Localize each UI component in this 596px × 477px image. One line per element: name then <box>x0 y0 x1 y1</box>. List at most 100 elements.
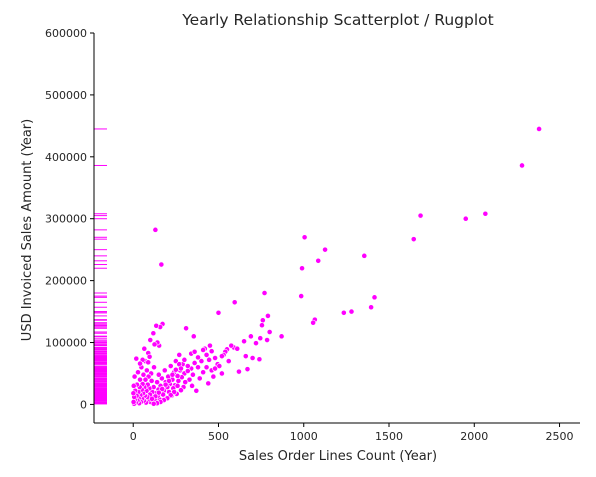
scatter-point-99 <box>155 371 162 378</box>
scatter-point-34 <box>231 299 238 306</box>
scatter-point-109 <box>151 364 157 371</box>
scatter-point-5 <box>410 236 417 243</box>
scatter-point-33 <box>236 368 242 375</box>
scatter-point-164 <box>203 352 210 358</box>
scatter-point-20 <box>265 313 271 319</box>
scatter-point-23 <box>259 317 266 324</box>
scatter-point-16 <box>299 265 305 272</box>
scatter-point-32 <box>241 338 247 345</box>
y-tick-label-0: 0 <box>80 398 87 411</box>
scatter-point-26 <box>256 356 263 363</box>
y-tick-label-6: 600000 <box>45 27 87 40</box>
scatter-point-89 <box>161 367 168 374</box>
scatter-point-8 <box>361 252 368 259</box>
scatter-point-62 <box>186 376 193 383</box>
scatter-point-146 <box>135 369 141 376</box>
x-tick-label-3: 1500 <box>375 430 403 443</box>
scatter-point-103 <box>154 379 160 386</box>
scatter-point-1 <box>519 162 525 169</box>
scatter-point-106 <box>152 226 159 233</box>
scatter-point-9 <box>348 308 355 315</box>
scatter-point-24 <box>259 322 265 329</box>
scatter-point-174 <box>166 378 172 384</box>
scatter-point-133 <box>140 371 147 378</box>
scatter-point-3 <box>462 215 469 222</box>
axes-group <box>93 33 580 424</box>
scatter-point-161 <box>191 348 198 355</box>
scatter-point-45 <box>210 373 217 380</box>
scatter-point-104 <box>153 322 160 329</box>
ticks-group: 0 500 1000 1500 2000 2500 0 100000 200000 300000 4… <box>45 27 574 443</box>
x-tick-label-5: 2500 <box>546 430 574 443</box>
scatter-point-141 <box>137 376 143 383</box>
scatter-point-15 <box>301 234 308 241</box>
scatter-point-157 <box>130 382 137 389</box>
scatter-point-2 <box>482 210 489 217</box>
scatter-point-63 <box>184 363 191 369</box>
x-axis-label: Sales Order Lines Count (Year) <box>239 449 437 464</box>
scatter-point-154 <box>131 373 138 380</box>
scatter-point-55 <box>195 364 201 371</box>
scatter-point-94 <box>158 261 165 268</box>
y-tick-label-5: 500000 <box>45 89 87 102</box>
scatter-point-60 <box>189 382 195 389</box>
scatter-point-27 <box>253 340 259 347</box>
x-tick-label-2: 1000 <box>290 430 318 443</box>
scatter-point-170 <box>181 356 188 363</box>
scatter-point-37 <box>225 358 232 364</box>
scatter-point-169 <box>234 345 241 352</box>
scatter-point-42 <box>215 309 222 316</box>
scatter-point-175 <box>162 381 169 388</box>
scatter-point-125 <box>143 367 150 374</box>
scatter-point-167 <box>216 363 223 369</box>
scatter-point-50 <box>203 364 210 371</box>
scatter-point-10 <box>340 309 347 316</box>
scatter-point-44 <box>212 355 218 361</box>
y-tick-label-1: 100000 <box>45 337 87 350</box>
scatter-point-28 <box>249 355 256 361</box>
scatter-point-70 <box>178 387 184 394</box>
scatter-point-163 <box>200 347 207 353</box>
scatter-point-54 <box>196 375 203 382</box>
scatter-point-6 <box>371 294 378 301</box>
scatter-point-190 <box>145 359 152 366</box>
scatter-point-41 <box>218 353 225 360</box>
scatter-point-4 <box>417 212 424 219</box>
scatter-point-93 <box>158 375 165 382</box>
x-tick-label-4: 2000 <box>460 430 488 443</box>
points-group <box>130 126 542 407</box>
scatter-point-58 <box>190 333 197 340</box>
y-tick-label-4: 400000 <box>45 151 87 164</box>
scatter-point-150 <box>133 355 140 362</box>
scatter-point-173 <box>169 371 176 378</box>
scatter-point-72 <box>176 352 183 358</box>
scatter-point-36 <box>228 342 235 349</box>
scatter-point-53 <box>198 358 205 364</box>
scatter-point-166 <box>212 365 218 372</box>
scatter-point-56 <box>193 387 200 394</box>
scatter-point-29 <box>247 333 254 340</box>
y-tick-label-2: 200000 <box>45 275 87 288</box>
scatter-point-59 <box>190 371 196 378</box>
scatter-point-17 <box>298 293 305 299</box>
scatter-point-22 <box>261 290 268 296</box>
scatter-point-52 <box>200 369 207 376</box>
scatter-point-111 <box>150 330 157 337</box>
scatter-point-177 <box>155 389 162 396</box>
scatter-point-11 <box>322 246 328 253</box>
scatter-point-65 <box>182 379 189 386</box>
scatter-point-21 <box>264 337 270 343</box>
scatter-point-7 <box>368 304 375 311</box>
scatter-point-165 <box>208 348 215 355</box>
x-tick-label-1: 500 <box>208 430 229 443</box>
scatter-point-0 <box>536 126 542 132</box>
rug-group <box>94 128 107 405</box>
scatter-point-117 <box>147 337 154 343</box>
scatter-point-162 <box>195 354 201 361</box>
y-tick-label-3: 300000 <box>45 213 87 226</box>
scatter-point-189 <box>150 400 157 407</box>
scatter-point-192 <box>141 345 148 352</box>
scatter-point-57 <box>191 360 198 366</box>
scatter-point-12 <box>315 257 322 264</box>
scatter-point-176 <box>159 386 166 392</box>
